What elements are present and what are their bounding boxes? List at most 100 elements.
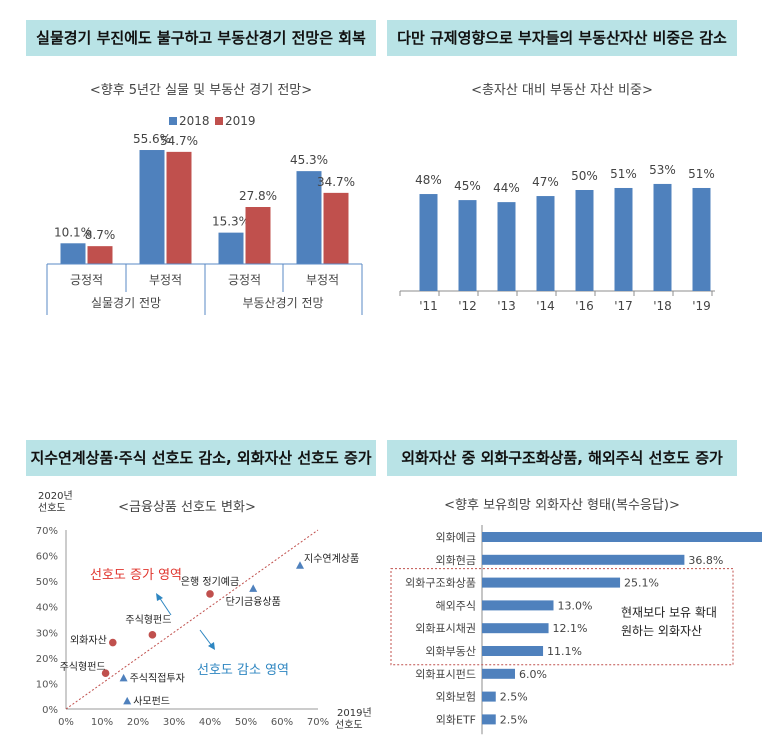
data-label: 47% <box>532 175 559 189</box>
data-label: 45.3% <box>290 153 328 167</box>
chart-foreign-assets: 55.2%외화예금36.8%외화현금25.1%외화구조화상품13.0%해외주식1… <box>390 525 762 735</box>
x-tick-label: 70% <box>307 717 329 728</box>
category-label: 외화ETF <box>436 713 476 726</box>
bar <box>653 183 672 291</box>
category-label: 외화예금 <box>436 531 476 544</box>
point-triangle <box>296 561 304 569</box>
x-tick-label: 10% <box>91 717 113 728</box>
x-tick-label: '19 <box>692 299 711 313</box>
bar <box>497 202 516 291</box>
category-label: 외화표시펀드 <box>415 668 476 681</box>
category-label: 외화보험 <box>436 691 476 704</box>
x-axis-label: 선호도 <box>335 719 363 731</box>
point-circle <box>206 590 214 598</box>
x-tick-label: 30% <box>163 717 185 728</box>
point-triangle <box>119 673 128 682</box>
legend-swatch-2019 <box>215 117 223 125</box>
category-label: 외화부동산 <box>425 645 476 658</box>
arrow-down <box>199 629 213 647</box>
diagonal-line <box>65 529 319 710</box>
bar <box>614 187 633 291</box>
data-label: 34.7% <box>317 175 355 189</box>
category-label: 부정적 <box>306 273 339 287</box>
panel3-header: 지수연계상품·주식 선호도 감소, 외화자산 선호도 증가 <box>26 440 376 476</box>
highlight-note: 현재보다 보유 확대 <box>621 605 717 619</box>
bar <box>482 691 496 702</box>
data-label: 45% <box>454 179 481 193</box>
y-axis-label: 선호도 <box>38 502 66 514</box>
x-tick-label: '17 <box>614 299 633 313</box>
bar-2019 <box>245 207 271 264</box>
bar <box>536 196 555 291</box>
data-label: 27.8% <box>239 189 277 203</box>
data-label: 51% <box>610 167 637 181</box>
highlight-box <box>390 568 734 666</box>
highlight-note: 원하는 외화자산 <box>621 624 702 638</box>
data-label: 6.0% <box>519 668 547 681</box>
point-label: 지수연계상품 <box>304 553 359 565</box>
bar-2018 <box>60 243 86 264</box>
point-label: 단기금융상품 <box>226 596 281 608</box>
x-axis-label: 2019년 <box>337 707 372 719</box>
point-label: 은행 정기예금 <box>181 576 239 588</box>
y-tick-label: 50% <box>36 577 58 588</box>
bar-2018 <box>218 232 244 264</box>
data-label: 44% <box>493 181 520 195</box>
x-tick-label: '12 <box>458 299 477 313</box>
y-tick-label: 70% <box>36 526 58 537</box>
point-circle <box>101 669 110 677</box>
category-label: 해외주식 <box>436 598 476 612</box>
bar <box>458 200 477 291</box>
data-label: 50% <box>571 169 598 183</box>
point-label: 사모펀드 <box>133 695 170 707</box>
legend-label-2019: 2019 <box>225 114 256 128</box>
data-label: 13.0% <box>558 599 593 612</box>
panel4-header: 외화자산 중 외화구조화상품, 해외주식 선호도 증가 <box>387 440 737 476</box>
data-label: 10.1% <box>54 225 92 239</box>
data-label: 53% <box>649 163 676 177</box>
group-label: 부동산경기 전망 <box>242 296 323 310</box>
data-label: 2.5% <box>500 691 528 704</box>
point-circle <box>109 638 117 647</box>
bar-2018 <box>139 150 165 264</box>
data-label: 51% <box>688 167 715 181</box>
data-label: 25.1% <box>624 577 659 590</box>
point-circle <box>148 631 157 639</box>
arrow-up-head <box>156 593 163 601</box>
y-tick-label: 30% <box>36 628 58 639</box>
bar <box>482 668 515 679</box>
category-label: 외화현금 <box>436 554 476 567</box>
x-tick-label: 20% <box>127 717 149 728</box>
bar <box>575 190 594 291</box>
bar-2019 <box>166 151 192 264</box>
bar <box>482 600 554 611</box>
bar-2019 <box>323 192 349 264</box>
chart-real-estate-share: 48% '11 45% '12 44% '13 47% '14 50% '16 51% '17 53% '… <box>399 163 715 313</box>
arrow-down-head <box>208 642 215 650</box>
chart-preference-change: <금융상품 선호도 변화>2020년선호도2019년선호도0%10%20%30%… <box>36 490 372 731</box>
x-tick-label: '16 <box>575 299 594 313</box>
down-area-label: 선호도 감소 영역 <box>197 663 289 678</box>
bar <box>482 714 496 725</box>
category-label: 긍정적 <box>228 273 261 287</box>
point-label: 외화자산 <box>70 635 107 647</box>
bar <box>482 646 544 656</box>
y-tick-label: 60% <box>36 552 58 563</box>
bar <box>692 187 711 291</box>
data-label: 36.8% <box>688 554 723 567</box>
group-label: 실물경기 전망 <box>91 296 161 310</box>
point-triangle <box>249 584 258 592</box>
point-triangle <box>123 696 132 705</box>
panel2-header: 다만 규제영향으로 부자들의 부동산자산 비중은 감소 <box>387 20 737 56</box>
bar <box>482 532 762 542</box>
category-label: 긍정적 <box>70 273 103 287</box>
data-label: 2.5% <box>500 713 528 726</box>
panel4-subtitle: <향후 보유희망 외화자산 형태(복수응답)> <box>444 498 680 513</box>
data-label: 11.1% <box>547 645 582 658</box>
arrow-up <box>158 596 172 616</box>
y-tick-label: 0% <box>42 705 58 716</box>
x-tick-label: '13 <box>497 299 516 313</box>
bar <box>419 194 438 291</box>
y-axis-label: 2020년 <box>38 490 73 502</box>
data-label: 8.7% <box>85 228 116 242</box>
